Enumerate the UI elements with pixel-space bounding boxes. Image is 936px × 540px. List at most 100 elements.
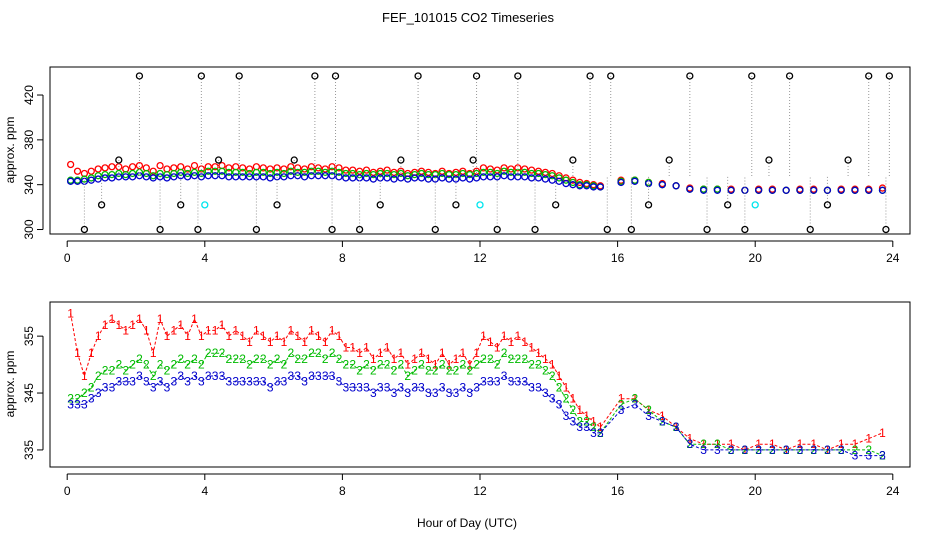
bottom-series-2-point: 2 (95, 369, 102, 383)
top-series-1-point (397, 167, 405, 175)
bottom-series-3-point: 3 (425, 386, 432, 400)
bottom-series-1-point: 1 (466, 358, 473, 372)
bottom-series-3-point: 3 (267, 380, 274, 394)
top-series-1-point (390, 168, 398, 177)
top-series-2-point (569, 178, 577, 187)
bottom-series-1-point: 1 (879, 426, 886, 440)
top-series-reference-point (214, 156, 223, 164)
top-series-reference-point (569, 156, 577, 164)
bottom-x-tick-label: 24 (886, 484, 900, 498)
bottom-series-3-point: 3 (308, 369, 315, 383)
bottom-y-axis-label: approx. ppm (3, 351, 17, 418)
top-series-1-point (300, 165, 309, 173)
bottom-series-3-point: 3 (342, 380, 349, 394)
bottom-series-2-point: 2 (411, 363, 418, 377)
bottom-series-1-point: 1 (852, 437, 859, 451)
bottom-series-1-point: 1 (129, 318, 136, 332)
bottom-series-2-point: 2 (480, 352, 487, 366)
top-series-2-point (266, 169, 274, 178)
bottom-series-1-point: 1 (191, 312, 198, 326)
top-series-3-point (190, 172, 199, 180)
bottom-series-1-point: 1 (425, 352, 432, 366)
bottom-series-1-point: 1 (109, 312, 116, 326)
bottom-series-1-point: 1 (363, 341, 370, 355)
bottom-series-3-point: 3 (226, 375, 233, 389)
top-series-2-point (321, 168, 329, 177)
bottom-series-2-point: 2 (363, 358, 370, 372)
top-series-2-point (197, 169, 206, 178)
bottom-series-2-point: 2 (81, 386, 88, 400)
top-series-3-point (225, 173, 233, 181)
top-series-3-point (383, 174, 391, 182)
bottom-series-1-point: 1 (755, 437, 762, 451)
bottom-series-2-point: 2 (308, 346, 315, 360)
bottom-series-1-point: 1 (411, 352, 418, 366)
bottom-series-3-point: 3 (122, 375, 129, 389)
top-series-1-point (204, 163, 212, 171)
bottom-series-2-point: 2 (432, 363, 439, 377)
bottom-series-2-point: 2 (115, 358, 122, 372)
bottom-series-1-point: 1 (184, 329, 191, 343)
top-series-1-point (376, 167, 384, 175)
top-series-1-point (383, 166, 391, 174)
top-series-1-point (87, 167, 95, 175)
bottom-series-3-point: 3 (480, 375, 487, 389)
top-series-1-point (190, 161, 199, 170)
top-series-2-point (397, 169, 405, 178)
bottom-series-2-point: 2 (198, 358, 205, 372)
top-series-3-point (321, 172, 329, 180)
bottom-series-2-point: 2 (205, 346, 212, 360)
bottom-series-3-point: 3 (659, 414, 666, 428)
top-series-3-point (576, 182, 584, 190)
top-series-reference-point (765, 156, 773, 164)
top-series-1-point (108, 163, 116, 171)
top-series-1-point (66, 160, 75, 169)
top-series-3-point (768, 186, 777, 194)
bottom-series-1-point: 1 (232, 323, 239, 337)
top-series-1-point (342, 166, 350, 174)
bottom-series-1-point: 1 (528, 341, 535, 355)
bottom-series-3-point: 3 (742, 443, 749, 457)
bottom-series-1-point: 1 (308, 323, 315, 337)
bottom-series-2-point: 2 (150, 369, 157, 383)
top-series-reference-point (235, 72, 243, 80)
bottom-series-1-point: 1 (177, 318, 184, 332)
top-series-2-point (521, 168, 529, 177)
top-y-tick-label: 380 (22, 130, 36, 150)
top-series-2-point (349, 169, 357, 178)
top-series-2-point (300, 168, 309, 177)
top-series-3-point (507, 173, 515, 181)
top-series-reference-point (844, 156, 852, 164)
bottom-series-2-point: 2 (384, 358, 391, 372)
bottom-series-1-point: 1 (686, 432, 693, 446)
bottom-series-1-point: 1 (501, 329, 508, 343)
top-series-3-point (404, 175, 412, 183)
top-series-1-point (493, 166, 501, 174)
bottom-series-2-point: 2 (755, 443, 762, 457)
bottom-series-1-point: 1 (597, 420, 604, 434)
bottom-series-3-point: 3 (700, 443, 707, 457)
top-series-reference-point (531, 225, 539, 234)
bottom-series-3-point: 3 (384, 380, 391, 394)
top-axes: 0 4 8 12 16 20 24 300 340 380 420 (22, 85, 900, 265)
bottom-series-2-point: 2 (370, 363, 377, 377)
top-series-2-point (287, 167, 295, 175)
bottom-series-3-point: 3 (212, 369, 219, 383)
top-series-1-point (355, 167, 364, 175)
top-series-1-point (280, 165, 288, 173)
top-series-3-point (589, 183, 598, 191)
top-series-1-point (101, 164, 109, 172)
top-series-2-point (555, 174, 563, 182)
top-series-1-point (273, 164, 281, 172)
bottom-series-3-point: 3 (728, 443, 735, 457)
bottom-series-1-point: 1 (219, 318, 226, 332)
bottom-y-tick-label: 355 (22, 326, 36, 346)
top-series-1-point (507, 165, 515, 173)
top-series-1-point (349, 166, 357, 174)
top-series-3-point (410, 174, 419, 182)
bottom-series-2-point: 2 (109, 363, 116, 377)
top-series-1-point (238, 164, 247, 172)
top-series-1-point (438, 167, 446, 175)
top-series-3-point (865, 186, 873, 194)
bottom-x-tick-label: 8 (339, 484, 346, 498)
